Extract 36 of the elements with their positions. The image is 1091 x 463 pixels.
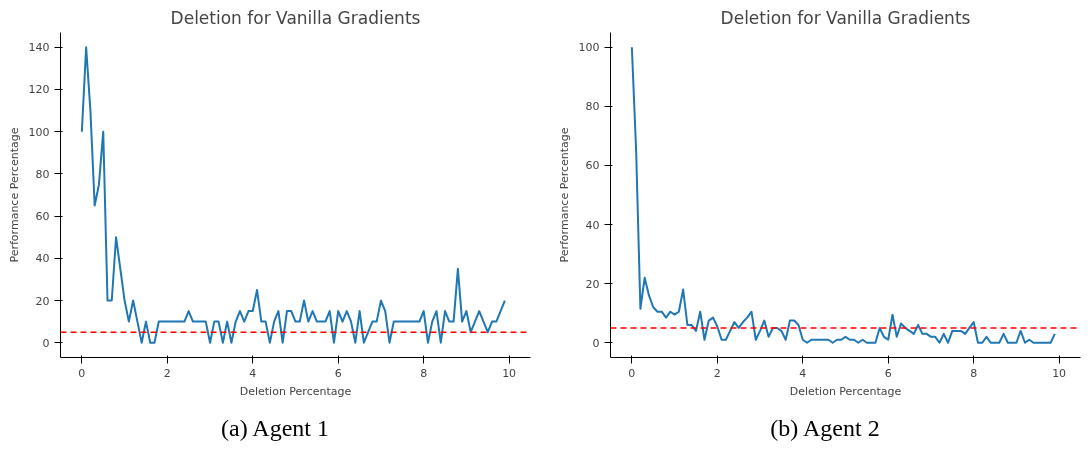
x-tick-label: 0 <box>78 366 86 380</box>
x-tick-label: 2 <box>163 366 171 380</box>
chart-title: Deletion for Vanilla Gradients <box>170 7 421 28</box>
x-tick-label: 8 <box>420 366 428 380</box>
x-tick-label: 4 <box>799 366 807 380</box>
x-tick-label: 6 <box>334 366 342 380</box>
y-tick-label: 40 <box>585 218 600 232</box>
x-tick-label: 4 <box>249 366 257 380</box>
y-tick-label: 100 <box>578 41 600 55</box>
x-tick-label: 2 <box>713 366 721 380</box>
y-tick-label: 0 <box>592 336 600 350</box>
text: (a) Agent 1 <box>221 414 329 443</box>
chart-title: Deletion for Vanilla Gradients <box>720 7 971 28</box>
x-axis-title: Deletion Percentage <box>239 384 352 398</box>
y-tick-label: 20 <box>585 277 600 291</box>
y-tick-label: 80 <box>35 167 50 181</box>
text: (b) Agent 2 <box>770 414 880 443</box>
x-tick-label: 8 <box>970 366 978 380</box>
y-tick-label: 140 <box>28 41 50 55</box>
x-tick-label: 0 <box>628 366 636 380</box>
y-tick-label: 20 <box>35 294 50 308</box>
y-axis-title: Performance Percentage <box>7 127 21 263</box>
y-tick-label: 100 <box>28 125 50 139</box>
y-tick-label: 120 <box>28 83 50 97</box>
y-tick-label: 60 <box>35 210 50 224</box>
y-tick-label: 40 <box>35 252 50 266</box>
line-series <box>80 46 506 344</box>
y-tick-label: 60 <box>585 159 600 173</box>
x-tick-label: 10 <box>1052 366 1067 380</box>
y-axis-title: Performance Percentage <box>557 127 571 263</box>
x-tick-label: 10 <box>502 366 517 380</box>
y-tick-label: 0 <box>42 336 50 350</box>
x-axis-title: Deletion Percentage <box>789 384 902 398</box>
x-tick-label: 6 <box>884 366 892 380</box>
y-tick-label: 80 <box>585 100 600 114</box>
line-series <box>630 46 1056 344</box>
